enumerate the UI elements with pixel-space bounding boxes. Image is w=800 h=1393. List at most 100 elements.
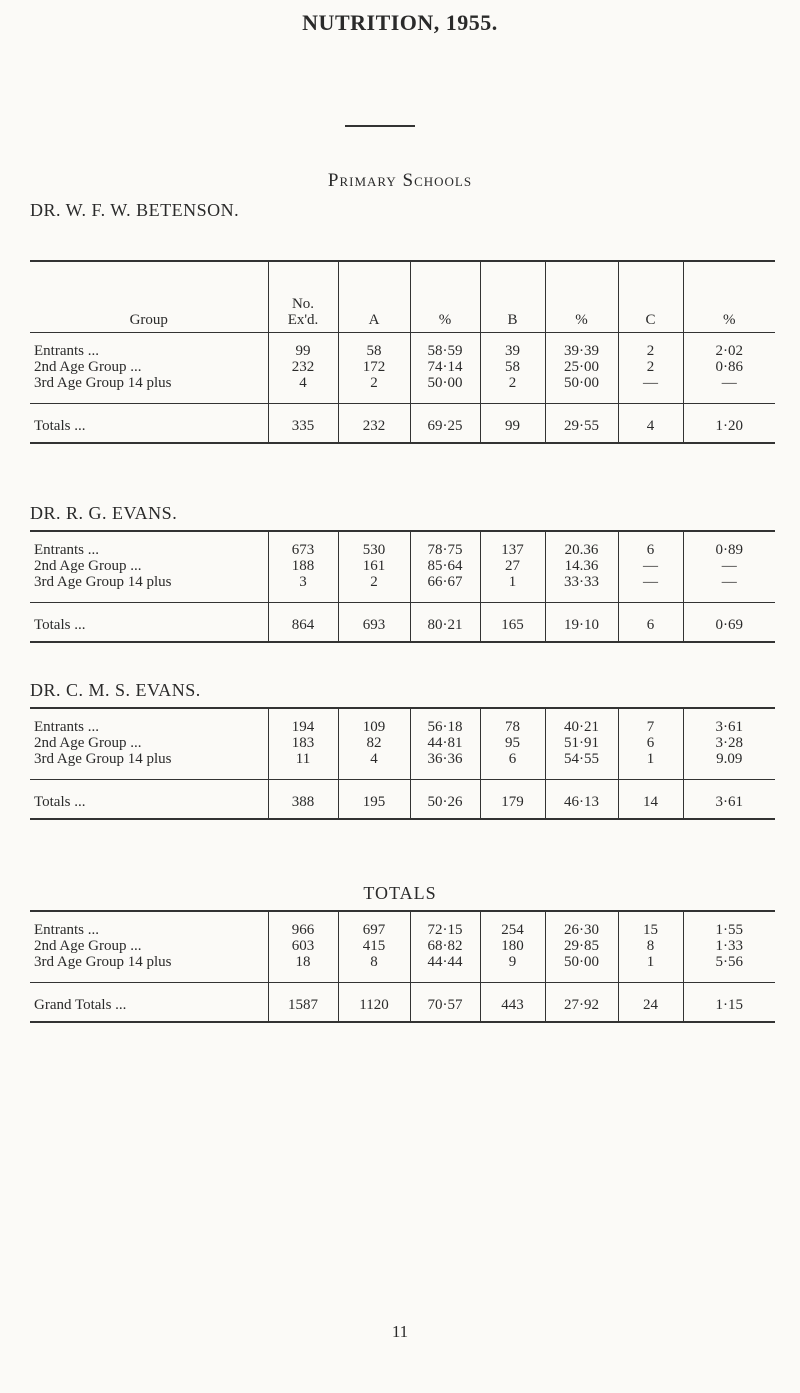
value: 1 (646, 751, 655, 767)
value: 82 (366, 735, 382, 751)
value-cell: 6— — (617, 530, 684, 603)
value: — (643, 558, 658, 574)
value: 99 (295, 343, 311, 359)
group-label: 3rd Age Group 14 plus (34, 751, 172, 767)
value: 29·85 (564, 938, 599, 954)
group-label: 3rd Age Group 14 plus (34, 375, 172, 391)
value: 58·59 (427, 343, 463, 359)
total-value: 27·92 (544, 982, 619, 1023)
value: 26·30 (564, 922, 599, 938)
total-value: 24 (617, 982, 684, 1023)
total-value: 80·21 (409, 602, 481, 643)
value-cell: 78·75 85·64 66·67 (409, 530, 481, 603)
value: 188 (291, 558, 315, 574)
section-heading: DR. C. M. S. EVANS. (30, 680, 201, 700)
value: 3·61 (715, 719, 744, 735)
value-cell: 78 95 6 (479, 707, 546, 780)
value: 1·33 (715, 938, 744, 954)
value: 9 (508, 954, 517, 970)
value: 172 (362, 359, 386, 375)
value: 51·91 (564, 735, 599, 751)
value: — (721, 375, 737, 391)
value: 7 (646, 719, 655, 735)
value: 8 (646, 938, 655, 954)
totals-label: Totals ... (30, 602, 269, 643)
value-cell: 39 58 2 (479, 332, 546, 404)
column-header: % (409, 260, 481, 333)
value: 39·39 (564, 343, 599, 359)
group-label: 2nd Age Group ... (34, 558, 142, 574)
group-labels: Entrants ... 2nd Age Group ... 3rd Age Gro… (30, 530, 269, 603)
value: 254 (501, 922, 524, 938)
column-header: % (544, 260, 619, 333)
value: 14.36 (564, 558, 599, 574)
total-value: 195 (337, 779, 411, 820)
title-rule (345, 125, 415, 127)
value-cell: 99 232 4 (267, 332, 339, 404)
value: 36·36 (427, 751, 463, 767)
value: 161 (362, 558, 386, 574)
value: 1 (646, 954, 655, 970)
results-table-betenson: Group No. Ex'd. A% B% C% Entrants ... 2nd Age … (30, 260, 775, 444)
total-value: 50·26 (409, 779, 481, 820)
value: 58 (505, 359, 520, 375)
total-value: 1587 (267, 982, 339, 1023)
value: 2·02 (715, 343, 744, 359)
group-labels: Entrants ... 2nd Age Group ... 3rd Age Gro… (30, 910, 269, 983)
value: 109 (362, 719, 386, 735)
value: 15 (643, 922, 658, 938)
total-value: 0·69 (682, 602, 775, 643)
value: 44·81 (427, 735, 463, 751)
value: 72·15 (427, 922, 463, 938)
page-title: NUTRITION, 1955. (302, 10, 498, 35)
results-table-totals: Entrants ... 2nd Age Group ... 3rd Age Gro… (30, 910, 775, 1023)
value: 530 (362, 542, 386, 558)
value: 0·89 (715, 542, 744, 558)
value: 6 (508, 751, 517, 767)
total-value: 165 (479, 602, 546, 643)
value: 50·00 (564, 954, 599, 970)
total-value: 232 (337, 403, 411, 444)
value: 1 (508, 574, 517, 590)
value: 137 (501, 542, 524, 558)
value: 194 (291, 719, 315, 735)
group-rows: Entrants ... 2nd Age Group ... 3rd Age Gro… (30, 530, 775, 603)
value: 74·14 (427, 359, 463, 375)
value: 85·64 (427, 558, 463, 574)
group-labels: Entrants ... 2nd Age Group ... 3rd Age Gro… (30, 707, 269, 780)
value-cell: 697 415 8 (337, 910, 411, 983)
value: 68·82 (427, 938, 463, 954)
group-label: Entrants ... (34, 343, 99, 359)
value: 6 (646, 542, 655, 558)
value: 66·67 (427, 574, 463, 590)
value: 1·55 (715, 922, 744, 938)
value: 415 (362, 938, 386, 954)
section-heading: DR. R. G. EVANS. (30, 503, 178, 523)
total-value: 4 (617, 403, 684, 444)
value-cell: 137 27 1 (479, 530, 546, 603)
value-cell: 56·18 44·81 36·36 (409, 707, 481, 780)
total-value: 6 (617, 602, 684, 643)
value: 3 (299, 574, 307, 590)
value: 95 (505, 735, 520, 751)
value: 232 (291, 359, 315, 375)
results-table-r-g-evans: Entrants ... 2nd Age Group ... 3rd Age Gro… (30, 530, 775, 643)
value: — (721, 574, 737, 590)
value: 56·18 (427, 719, 463, 735)
value: 0·86 (715, 359, 744, 375)
value: 966 (291, 922, 315, 938)
value: 183 (291, 735, 315, 751)
value-cell: 109 82 4 (337, 707, 411, 780)
value-cell: 673 188 3 (267, 530, 339, 603)
total-value: 1·15 (682, 982, 775, 1023)
value: 39 (505, 343, 520, 359)
value: 20.36 (564, 542, 599, 558)
column-header: % (682, 260, 775, 333)
total-value: 1·20 (682, 403, 775, 444)
group-label: 2nd Age Group ... (34, 359, 142, 375)
column-header: No. Ex'd. (267, 260, 339, 333)
value-cell: 3·61 3·28 9.09 (682, 707, 775, 780)
value: 2 (370, 375, 378, 391)
value: 78 (505, 719, 520, 735)
